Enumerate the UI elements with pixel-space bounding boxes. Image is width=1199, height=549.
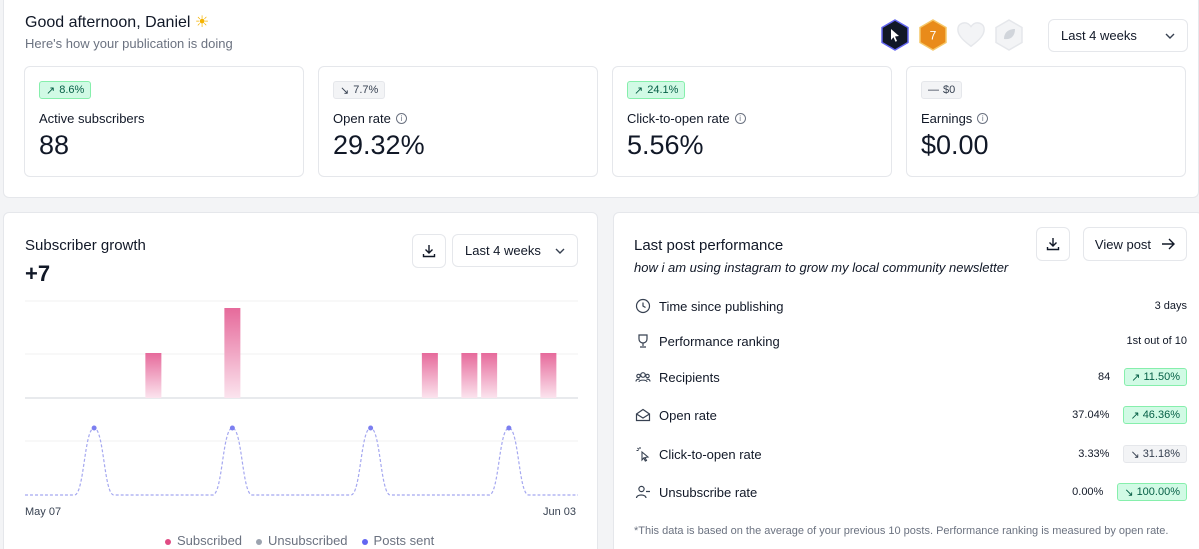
change-badge: ↗ 24.1% (627, 81, 686, 99)
trend-up-icon: ↗ (46, 84, 56, 97)
x-axis-end-label: Jun 03 (543, 506, 577, 518)
metric-row-recipients: Recipients 84 ↗ 11.50% (634, 367, 1187, 387)
cursor-badge-icon[interactable] (880, 19, 910, 51)
post-sent-point[interactable] (368, 425, 374, 431)
user-minus-icon (634, 483, 652, 501)
greeting: Good afternoon, Daniel ☀ (25, 14, 210, 31)
stat-label: Open rate i (333, 111, 407, 126)
footnote: *This data is based on the average of yo… (634, 525, 1169, 537)
download-icon (422, 245, 436, 258)
panel-title: Subscriber growth (25, 237, 146, 254)
change-badge: ↘ 100.00% (1117, 483, 1187, 501)
achievement-badges: 7 (880, 19, 1024, 51)
growth-value: +7 (25, 261, 51, 286)
post-sent-point[interactable] (91, 425, 97, 431)
svg-text:7: 7 (930, 29, 937, 43)
pointer-click-icon (634, 445, 652, 463)
trend-up-icon: ↗ (634, 84, 644, 97)
download-button[interactable] (1036, 227, 1070, 261)
subscribed-bar[interactable] (421, 353, 438, 398)
change-badge: ↘ 31.18% (1123, 445, 1187, 463)
change-badge: ↗ 11.50% (1124, 368, 1187, 386)
sun-icon: ☀ (194, 14, 210, 31)
metric-row-open-rate: Open rate 37.04% ↗ 46.36% (634, 405, 1187, 425)
greeting-subtitle: Here's how your publication is doing (25, 36, 233, 51)
post-sent-point[interactable] (506, 425, 512, 431)
subscribed-bar[interactable] (481, 353, 498, 398)
stat-value: 5.56% (627, 130, 704, 160)
stat-label: Active subscribers (39, 111, 145, 126)
growth-range-select[interactable]: Last 4 weeks (452, 234, 578, 267)
leaf-badge-icon[interactable] (994, 19, 1024, 51)
legend-item-posts-sent[interactable]: Posts sent (361, 533, 434, 548)
trend-down-icon: ↘ (1124, 486, 1134, 499)
trend-flat-icon: — (928, 84, 939, 96)
metric-row-unsubscribe-rate: Unsubscribe rate 0.00% ↘ 100.00% (634, 482, 1187, 502)
stat-value: 88 (39, 130, 70, 160)
trend-up-icon: ↗ (1130, 409, 1140, 422)
streak-badge-icon[interactable]: 7 (918, 19, 948, 51)
stat-value: $0.00 (921, 130, 989, 160)
heart-badge-icon[interactable] (956, 19, 986, 51)
metric-row-performance-ranking: Performance ranking 1st out of 10 (634, 331, 1187, 351)
download-button[interactable] (412, 234, 446, 268)
x-axis-start-label: May 07 (25, 506, 62, 518)
post-sent-point[interactable] (229, 425, 235, 431)
trend-up-icon: ↗ (1131, 371, 1141, 384)
info-icon[interactable]: i (977, 113, 989, 124)
metric-row-time-since-publishing: Time since publishing 3 days (634, 296, 1187, 316)
change-badge: ↗ 8.6% (39, 81, 92, 99)
trend-down-icon: ↘ (340, 84, 350, 97)
mail-open-icon (634, 406, 652, 424)
users-icon (634, 368, 652, 386)
legend-item-subscribed[interactable]: Subscribed (165, 533, 242, 548)
subscriber-growth-chart (25, 300, 578, 496)
view-post-button[interactable]: View post (1083, 227, 1187, 261)
range-select-value: Last 4 weeks (1061, 28, 1137, 43)
stat-card-open-rate[interactable]: ↘ 7.7% Open rate i 29.32% (318, 66, 598, 177)
trophy-icon (634, 332, 652, 350)
subscribed-bar[interactable] (461, 353, 478, 398)
change-badge: ↘ 7.7% (333, 81, 386, 99)
stat-card-click-to-open-rate[interactable]: ↗ 24.1% Click-to-open rate i 5.56% (612, 66, 892, 177)
chevron-down-icon (1165, 33, 1175, 39)
info-icon[interactable]: i (734, 113, 746, 124)
stat-card-earnings[interactable]: — $0 Earnings i $0.00 (906, 66, 1186, 177)
subscribed-bar[interactable] (145, 353, 162, 398)
subscriber-growth-panel: Subscriber growth +7 Last 4 weeks May 07… (3, 212, 598, 549)
range-select-value: Last 4 weeks (465, 243, 541, 258)
chevron-down-icon (555, 248, 565, 254)
stat-card-active-subscribers[interactable]: ↗ 8.6% Active subscribers 88 (24, 66, 304, 177)
chart-legend: Subscribed Unsubscribed Posts sent (165, 533, 434, 548)
range-select[interactable]: Last 4 weeks (1048, 19, 1188, 52)
change-badge: ↗ 46.36% (1123, 406, 1187, 424)
stat-value: 29.32% (333, 130, 425, 160)
trend-down-icon: ↘ (1130, 448, 1140, 461)
arrow-right-icon (1162, 238, 1176, 250)
last-post-performance-panel: Last post performance how i am using ins… (613, 212, 1199, 549)
stat-label: Earnings i (921, 111, 989, 126)
change-badge: — $0 (921, 81, 963, 99)
subscribed-bar[interactable] (224, 308, 241, 398)
info-icon[interactable]: i (395, 113, 407, 124)
panel-title: Last post performance (634, 237, 784, 254)
download-icon (1046, 238, 1060, 251)
subscribed-bar[interactable] (540, 353, 557, 398)
stat-label: Click-to-open rate i (627, 111, 746, 126)
legend-item-unsubscribed[interactable]: Unsubscribed (256, 533, 348, 548)
clock-icon (634, 297, 652, 315)
post-title[interactable]: how i am using instagram to grow my loca… (634, 260, 1009, 275)
posts-sent-line (25, 427, 578, 496)
metric-row-click-to-open-rate: Click-to-open rate 3.33% ↘ 31.18% (634, 444, 1187, 464)
